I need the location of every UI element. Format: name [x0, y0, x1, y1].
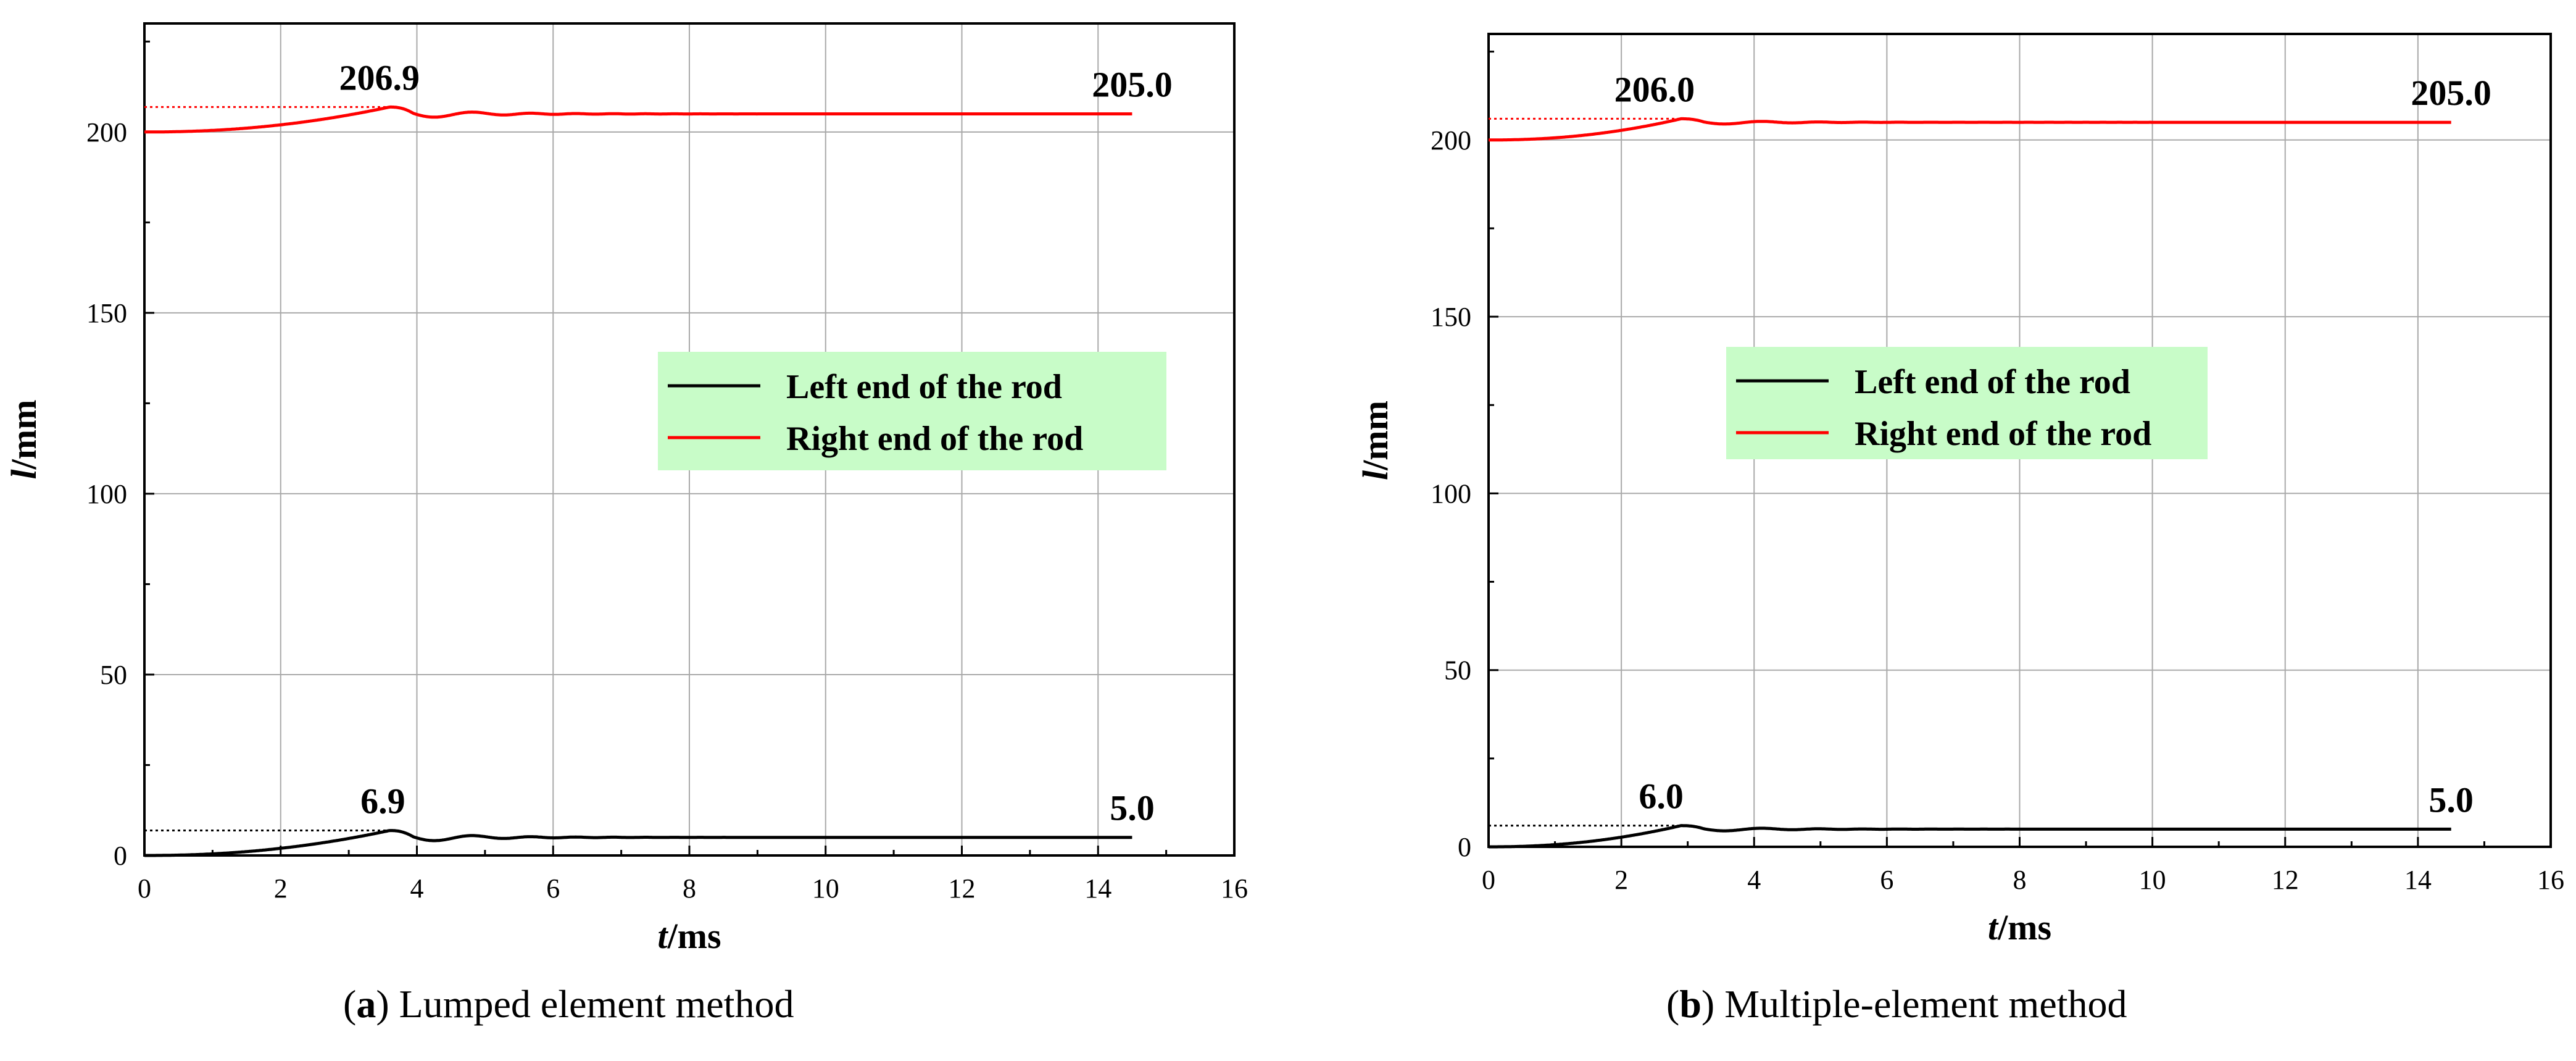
- x-tick-label: 4: [1747, 865, 1761, 895]
- data-label: 205.0: [2411, 73, 2491, 113]
- y-tick-label: 50: [1444, 655, 1471, 686]
- x-tick-label: 12: [2272, 865, 2299, 895]
- y-tick-label: 50: [100, 660, 127, 690]
- x-axis-label-symbol: t: [1988, 907, 1999, 947]
- y-tick-label: 100: [1431, 478, 1471, 509]
- data-label: 6.9: [360, 781, 405, 822]
- y-axis-label-symbol: l: [1355, 470, 1395, 480]
- legend: Left end of the rod Right end of the rod: [1726, 347, 2208, 459]
- series-line-0: [144, 829, 1132, 857]
- y-tick-label: 0: [114, 841, 127, 871]
- x-axis-label: t/ms: [657, 916, 721, 956]
- legend-box: [658, 352, 1166, 470]
- y-tick-label: 150: [86, 298, 127, 328]
- x-tick-label: 10: [2139, 865, 2166, 895]
- x-tick-label: 8: [2013, 865, 2027, 895]
- legend-label-0: Left end of the rod: [786, 368, 1062, 406]
- caption-b-text: Multiple-element method: [1724, 982, 2127, 1026]
- x-tick-label: 16: [1221, 873, 1248, 904]
- y-tick-label: 200: [1431, 125, 1471, 156]
- x-tick-label: 14: [1084, 873, 1111, 904]
- data-label: 6.0: [1639, 776, 1684, 817]
- legend: Left end of the rod Right end of the rod: [658, 352, 1166, 470]
- caption-a: (a) Lumped element method: [343, 982, 794, 1026]
- data-label: 205.0: [1092, 65, 1173, 105]
- x-tick-label: 16: [2537, 865, 2564, 895]
- caption-a-letter: a: [356, 982, 376, 1026]
- data-label: 206.9: [339, 57, 420, 98]
- data-label: 5.0: [2429, 780, 2474, 820]
- chart-a: 0 2 4 6 8 10 12 14 16 0 50 100 150 200 t/ms l/mm 206.9 20…: [4, 22, 1248, 956]
- x-axis-label-unit: /ms: [1997, 907, 2051, 947]
- y-axis-label: l/mm: [1355, 401, 1395, 480]
- x-tick-label: 2: [1614, 865, 1628, 895]
- chart-b: 0 2 4 6 8 10 12 14 16 0 50 100 150 200 t/ms l/mm 206.0 20…: [1355, 33, 2564, 947]
- y-axis-label-unit: /mm: [4, 400, 44, 470]
- x-tick-label: 0: [1482, 865, 1495, 895]
- y-tick-label: 200: [86, 117, 127, 148]
- x-axis-label-unit: /ms: [667, 916, 721, 956]
- series-line-0: [1489, 824, 2451, 849]
- x-tick-label: 6: [1880, 865, 1893, 895]
- legend-label-1: Right end of the rod: [1855, 415, 2151, 453]
- x-axis-label-symbol: t: [657, 916, 668, 956]
- x-tick-label: 8: [683, 873, 696, 904]
- x-tick-label: 6: [546, 873, 560, 904]
- caption-b-letter: b: [1679, 982, 1701, 1026]
- y-tick-label: 150: [1431, 302, 1471, 332]
- x-tick-label: 0: [138, 873, 151, 904]
- legend-label-1: Right end of the rod: [786, 420, 1083, 458]
- x-tick-label: 10: [812, 873, 839, 904]
- series-line-1: [144, 105, 1132, 134]
- x-tick-label: 4: [410, 873, 424, 904]
- x-tick-label: 2: [274, 873, 288, 904]
- y-tick-label: 0: [1458, 832, 1471, 862]
- legend-box: [1726, 347, 2208, 459]
- y-tick-label: 100: [86, 479, 127, 509]
- data-label: 5.0: [1110, 788, 1155, 828]
- x-tick-label: 12: [949, 873, 976, 904]
- y-axis-label: l/mm: [4, 400, 44, 480]
- y-axis-label-symbol: l: [4, 468, 44, 479]
- y-axis-label-unit: /mm: [1355, 401, 1395, 471]
- series-line-1: [1489, 117, 2451, 142]
- x-axis-label: t/ms: [1988, 907, 2051, 947]
- caption-a-text: Lumped element method: [399, 982, 794, 1026]
- data-label: 206.0: [1614, 69, 1695, 109]
- caption-b: (b) Multiple-element method: [1666, 982, 2127, 1026]
- x-tick-label: 14: [2404, 865, 2432, 895]
- legend-label-0: Left end of the rod: [1855, 363, 2130, 401]
